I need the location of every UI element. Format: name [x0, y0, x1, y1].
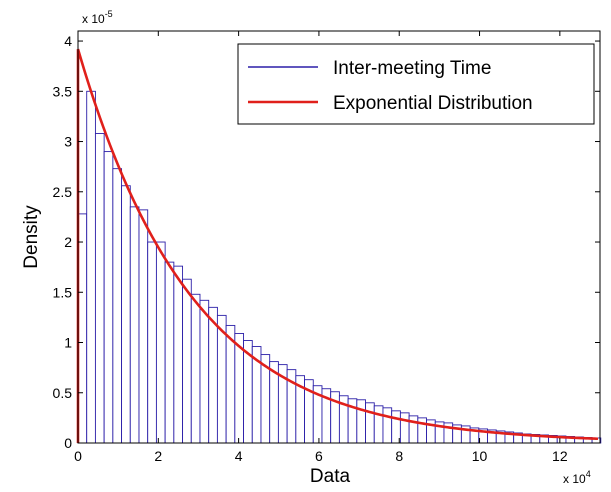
histogram-bar: [77, 213, 88, 444]
histogram-bar: [382, 407, 393, 444]
histogram-bar: [373, 405, 384, 444]
histogram-bar: [199, 299, 210, 444]
histogram-bar: [164, 261, 175, 444]
x-axis-label: Data: [310, 466, 351, 487]
histogram-bar: [356, 399, 366, 444]
y-tick-label: 2: [64, 234, 72, 250]
y-tick-label: 0.5: [53, 385, 73, 401]
histogram-bar: [173, 265, 184, 444]
y-tick-label: 2.5: [53, 184, 73, 200]
histogram-bar: [365, 402, 375, 444]
y-tick-label: 1.5: [53, 284, 73, 300]
plot-frame: [77, 30, 601, 444]
x-multiplier-label: x 104: [563, 469, 591, 486]
x-tick-label: 8: [395, 448, 403, 464]
legend-entry-histogram: Inter-meeting Time: [333, 58, 491, 79]
y-tick-label: 3.5: [53, 83, 73, 99]
y-multiplier-base: x 10: [82, 12, 105, 26]
histogram-bar: [190, 293, 201, 444]
legend-box: [237, 43, 595, 125]
histogram-bar: [182, 278, 192, 444]
exponential-curve: [76, 48, 599, 443]
histogram-bar: [103, 151, 114, 444]
histogram-bar: [147, 241, 157, 444]
histogram-bar: [121, 185, 131, 444]
y-axis-label: Density: [21, 205, 42, 269]
histogram-bar: [399, 412, 410, 444]
x-tick-label: 4: [235, 448, 243, 464]
y-axis-ticks: 0 0.5 1 1.5 2 2.5 3 3.5 4: [53, 33, 600, 451]
x-tick-label: 10: [472, 448, 488, 464]
histogram-bar: [208, 306, 218, 444]
x-tick-label: 6: [315, 448, 323, 464]
histogram-bar: [138, 209, 149, 444]
histogram-bar: [112, 168, 123, 444]
histogram-bar: [155, 241, 166, 444]
x-tick-label: 12: [552, 448, 568, 464]
y-tick-label: 1: [64, 335, 72, 351]
legend: Inter-meeting Time Exponential Distribut…: [237, 43, 595, 125]
histogram-bar: [94, 133, 105, 444]
histogram-bar: [129, 206, 140, 444]
y-tick-label: 4: [64, 33, 72, 49]
legend-entry-curve: Exponential Distribution: [333, 93, 533, 114]
x-tick-label: 2: [154, 448, 162, 464]
x-axis-ticks: 0 2 4 6 8 10 12: [74, 31, 568, 464]
y-multiplier-exponent: -5: [105, 9, 113, 19]
x-multiplier-exponent: 4: [586, 469, 591, 479]
y-tick-label: 0: [64, 435, 72, 451]
histogram-bar: [86, 90, 96, 444]
histogram-bar: [408, 415, 419, 444]
x-multiplier-base: x 10: [563, 472, 586, 486]
x-tick-label: 0: [74, 448, 82, 464]
y-multiplier-label: x 10-5: [82, 9, 113, 26]
y-tick-label: 3: [64, 134, 72, 150]
